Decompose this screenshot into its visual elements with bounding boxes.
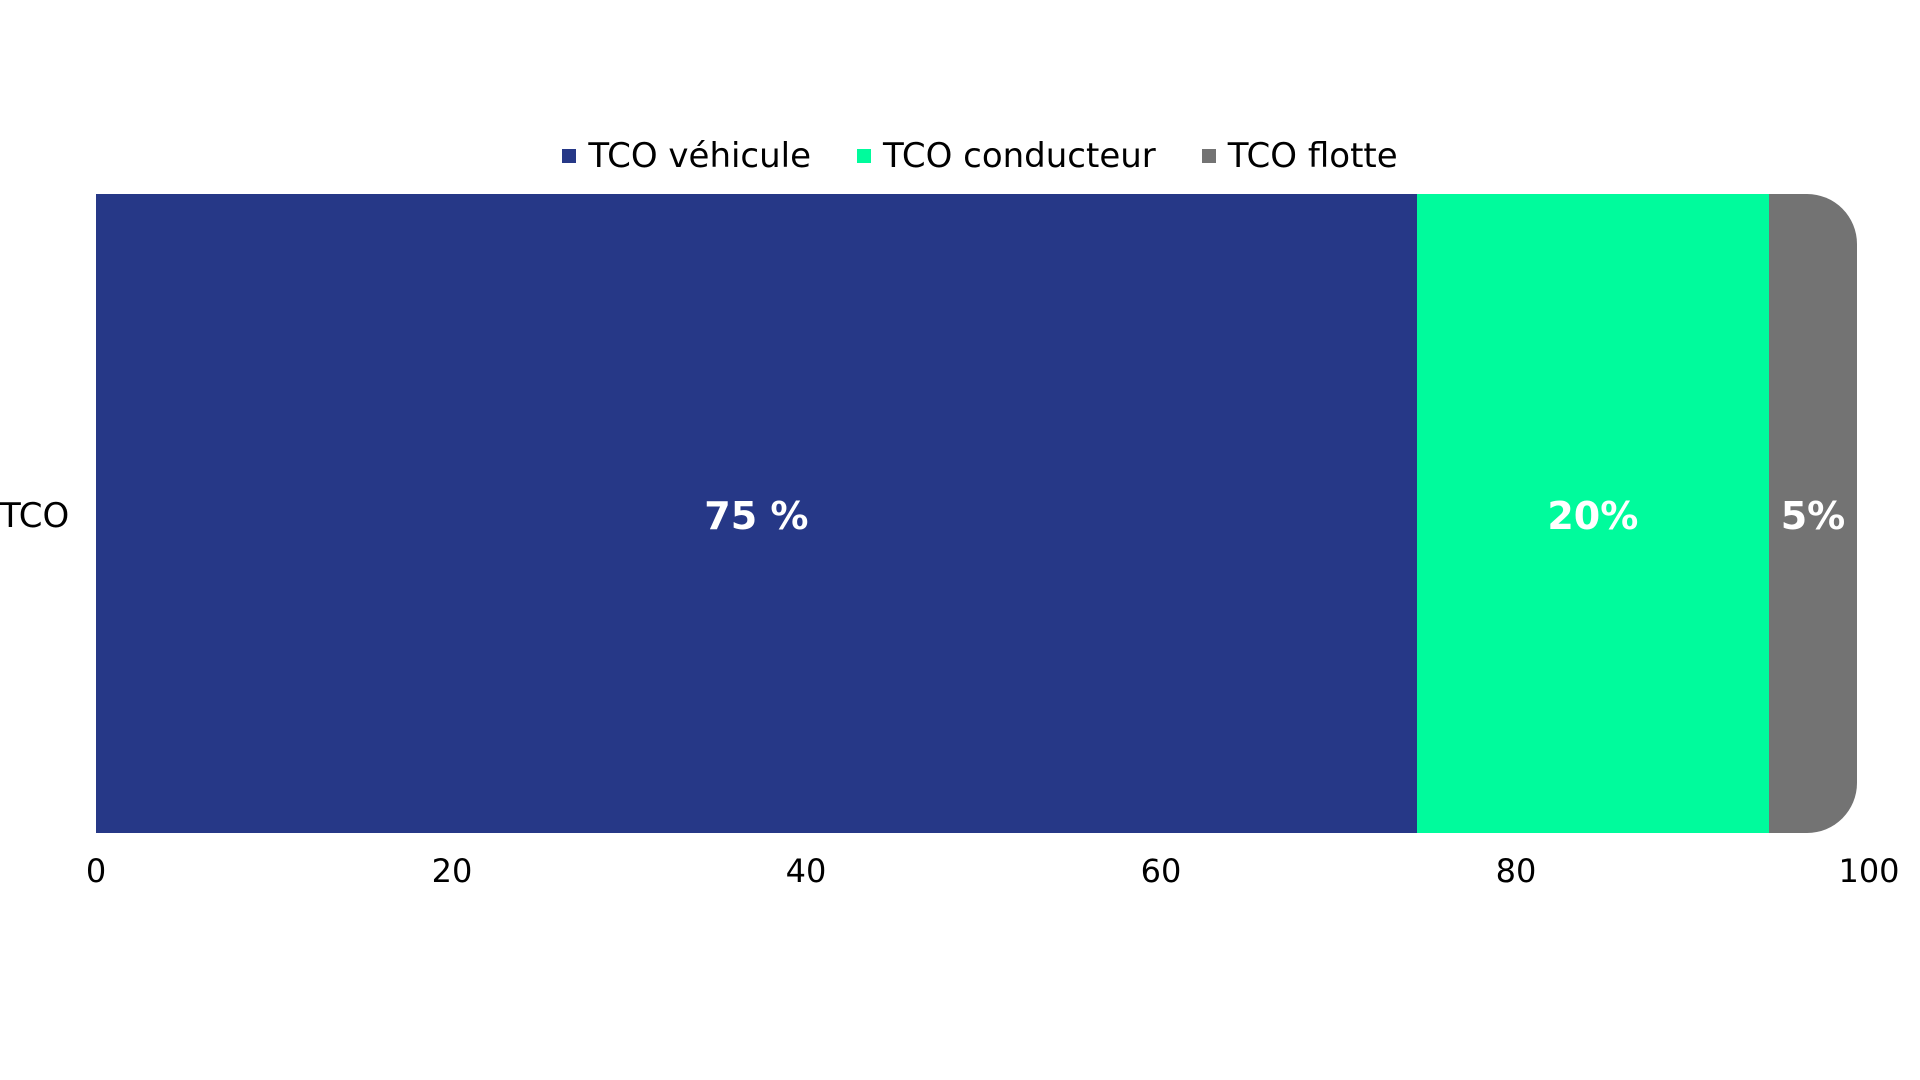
bar-segment-tco-conducteur: 20%: [1416, 194, 1769, 833]
legend-swatch-icon: [857, 149, 872, 163]
data-label: 20%: [1547, 493, 1639, 538]
legend-swatch-icon: [1201, 149, 1216, 163]
x-tick-label: 40: [785, 852, 827, 890]
data-label: 75 %: [704, 493, 809, 538]
y-axis-category-label: TCO: [0, 496, 70, 536]
stacked-bar: 75 % 20% 5%: [96, 194, 1857, 833]
legend-item-tco-vehicule: TCO véhicule: [562, 136, 811, 176]
chart-legend: TCO véhicule TCO conducteur TCO flotte: [0, 136, 1920, 176]
bar-segment-tco-vehicule: 75 %: [96, 194, 1417, 833]
x-tick-label: 100: [1838, 852, 1900, 890]
data-label: 5%: [1780, 493, 1846, 538]
x-tick-label: 80: [1495, 852, 1537, 890]
x-tick-label: 20: [431, 852, 473, 890]
legend-swatch-icon: [562, 149, 577, 163]
legend-item-tco-flotte: TCO flotte: [1201, 136, 1398, 176]
x-axis: 0 20 40 60 80 100: [0, 852, 1920, 892]
bar-segment-tco-flotte: 5%: [1768, 194, 1857, 833]
legend-label: TCO conducteur: [883, 136, 1156, 176]
legend-label: TCO flotte: [1227, 136, 1398, 176]
legend-item-tco-conducteur: TCO conducteur: [857, 136, 1156, 176]
x-tick-label: 60: [1140, 852, 1182, 890]
legend-label: TCO véhicule: [588, 136, 812, 176]
x-tick-label: 0: [85, 852, 107, 890]
